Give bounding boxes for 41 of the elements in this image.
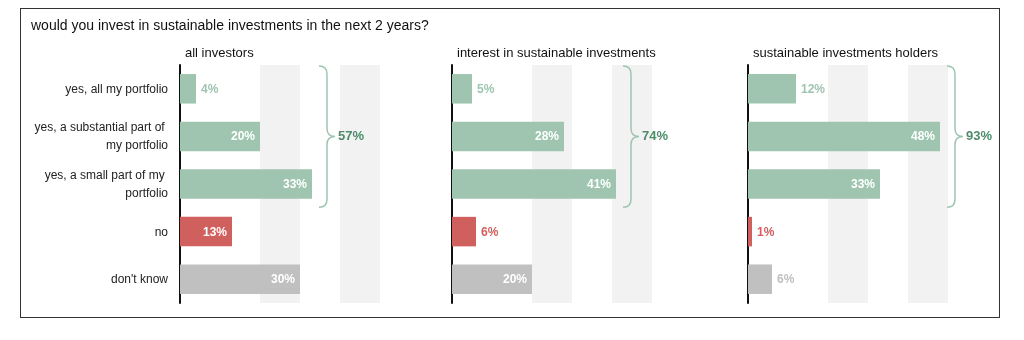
data-label: 20% <box>502 272 528 287</box>
data-label: 13% <box>202 224 228 239</box>
data-label: 6% <box>481 224 499 239</box>
bar <box>180 264 300 294</box>
bar <box>180 74 196 104</box>
text: 57% <box>338 127 365 146</box>
text: 93% <box>966 127 993 146</box>
bar <box>452 216 476 247</box>
bar <box>452 74 472 104</box>
data-label: 5% <box>477 81 495 96</box>
data-label: 48% <box>910 129 936 144</box>
data-label: 4% <box>201 81 219 96</box>
data-label: 28% <box>534 129 560 144</box>
chart-subtitle: interest in sustainable investments <box>457 45 657 60</box>
data-label: 33% <box>850 177 876 191</box>
data-label: 41% <box>586 177 612 191</box>
data-label: 20% <box>230 129 256 144</box>
data-label: 6% <box>777 272 795 287</box>
chart-subtitle: sustainable investments holders <box>753 45 939 60</box>
y-tick-label: don't know <box>111 272 169 287</box>
data-label: 33% <box>282 177 308 191</box>
bar <box>748 74 796 104</box>
bar <box>748 121 940 152</box>
chart-title: would you invest in sustainable investments in the next 2 years? <box>31 17 430 33</box>
y-tick-label: yes, a small part of my portfolio <box>44 168 169 200</box>
bar <box>748 169 880 199</box>
bar <box>180 121 260 152</box>
bar <box>180 169 312 199</box>
bar <box>748 216 752 247</box>
text: 74% <box>642 127 669 146</box>
chart-subtitle: all investors <box>185 45 255 60</box>
bar <box>748 264 772 294</box>
y-tick-label: yes, a substantial part of my portfolio <box>34 120 169 153</box>
y-tick-label: yes, all my portfolio <box>65 81 169 96</box>
data-label: 30% <box>270 272 296 287</box>
bar <box>452 169 616 199</box>
bar <box>452 264 532 294</box>
data-label: 12% <box>801 81 826 96</box>
bar <box>452 121 564 152</box>
data-label: 1% <box>757 224 775 239</box>
y-tick-label: no <box>154 224 169 239</box>
